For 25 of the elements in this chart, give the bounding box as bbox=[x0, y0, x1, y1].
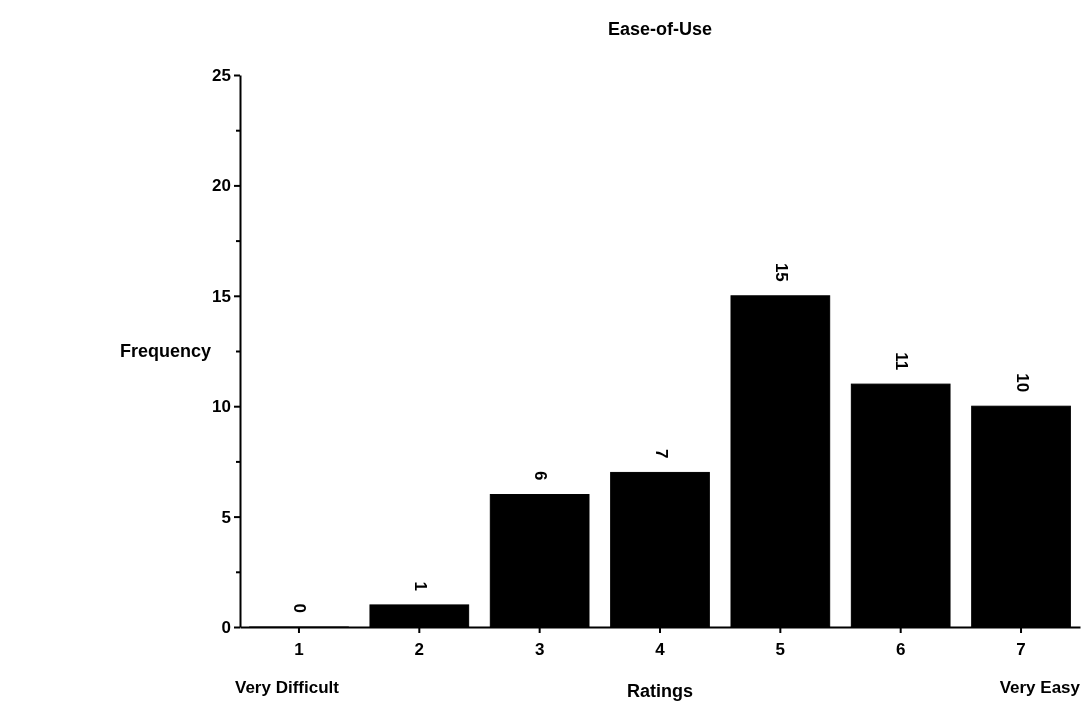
y-tick-label: 5 bbox=[221, 507, 231, 527]
y-tick-label: 0 bbox=[221, 617, 231, 637]
data-label: 10 bbox=[1012, 373, 1032, 393]
y-tick-label: 10 bbox=[212, 397, 231, 417]
data-label: 6 bbox=[531, 471, 551, 481]
x-tick-label: 5 bbox=[775, 639, 786, 659]
chart-title: Ease-of-Use bbox=[607, 19, 713, 39]
y-tick-label: 20 bbox=[212, 176, 231, 196]
data-label: 15 bbox=[771, 262, 791, 282]
text: Very Difficult bbox=[235, 678, 340, 697]
y-tick-label: 25 bbox=[212, 65, 231, 85]
x-tick-label: 4 bbox=[655, 639, 666, 659]
data-label: 1 bbox=[410, 581, 430, 591]
x-tick-label: 7 bbox=[1016, 639, 1026, 659]
y-axis-title: Frequency bbox=[120, 341, 212, 361]
text: Very Easy bbox=[999, 678, 1081, 697]
x-tick-label: 6 bbox=[895, 639, 906, 659]
x-tick-label: 3 bbox=[534, 639, 545, 659]
data-label: 0 bbox=[290, 603, 310, 613]
data-label: 11 bbox=[892, 352, 912, 371]
x-tick-label: 2 bbox=[414, 639, 425, 659]
x-axis-title: Ratings bbox=[626, 681, 694, 701]
x-tick-label: 1 bbox=[294, 639, 304, 659]
y-tick-label: 15 bbox=[212, 286, 231, 306]
data-label: 7 bbox=[651, 448, 671, 459]
